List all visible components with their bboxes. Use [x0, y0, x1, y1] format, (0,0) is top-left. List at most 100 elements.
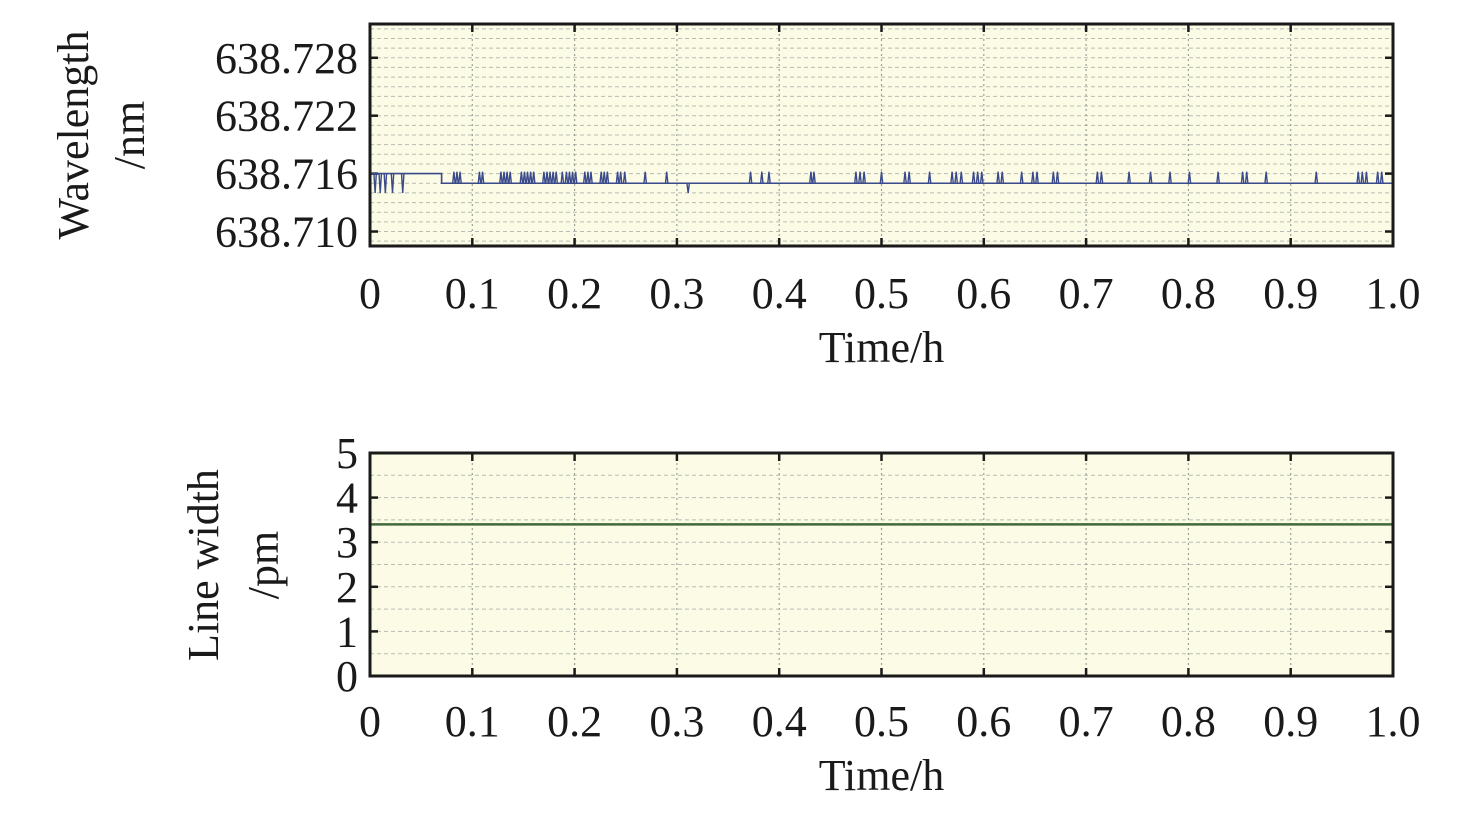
- y-tick-label: 0: [336, 652, 358, 701]
- spike-down: [400, 173, 405, 193]
- spike-up: [589, 171, 593, 184]
- spike-up: [1000, 171, 1005, 184]
- x-tick-label: 0.1: [445, 697, 500, 746]
- x-tick-label: 0.4: [752, 269, 807, 318]
- y-axis-title: /nm: [105, 101, 154, 169]
- spike-up: [858, 171, 862, 184]
- y-tick-label: 638.716: [215, 150, 358, 199]
- x-tick-label: 0: [359, 269, 381, 318]
- spike-up: [1095, 171, 1100, 184]
- y-tick-label: 5: [336, 429, 358, 478]
- spike-up: [1055, 171, 1060, 184]
- spike-down: [686, 183, 691, 193]
- x-tick-label: 1.0: [1366, 269, 1421, 318]
- x-axis-title: Time/h: [819, 323, 945, 372]
- y-axis-title: Line width: [179, 469, 228, 661]
- spike-up: [664, 171, 669, 184]
- spike-up: [1360, 171, 1365, 184]
- spike-up: [927, 171, 932, 184]
- spike-up: [502, 171, 506, 184]
- y-tick-label: 2: [336, 563, 358, 612]
- spike-up: [508, 171, 513, 184]
- spike-up: [1187, 171, 1192, 184]
- spike-up: [455, 171, 459, 184]
- spike-up: [573, 171, 578, 184]
- x-tick-label: 0.3: [649, 269, 704, 318]
- spike-up: [812, 171, 816, 184]
- spike-up: [548, 171, 552, 184]
- spike-up: [458, 171, 462, 184]
- spike-up: [480, 171, 485, 184]
- x-axis-title: Time/h: [819, 751, 945, 800]
- spike-up: [1375, 171, 1380, 184]
- series-line: [370, 172, 1393, 185]
- spike-up: [1099, 171, 1104, 184]
- spike-up: [959, 171, 964, 184]
- plot-frame: [368, 22, 1395, 248]
- spike-up: [618, 171, 623, 184]
- spike-up: [1035, 171, 1039, 184]
- spike-up: [975, 171, 980, 184]
- spike-up: [615, 171, 620, 184]
- spike-up: [809, 171, 813, 184]
- x-tick-label: 0.9: [1263, 269, 1318, 318]
- spike-up: [862, 171, 867, 184]
- y-axis-title: Wavelength: [49, 30, 98, 239]
- x-tick-label: 0.8: [1161, 269, 1216, 318]
- spike-up: [1019, 171, 1024, 184]
- spike-up: [1051, 171, 1056, 184]
- x-tick-label: 0.3: [649, 697, 704, 746]
- spike-up: [767, 171, 771, 184]
- x-tick-label: 1.0: [1366, 697, 1421, 746]
- spike-up: [1031, 171, 1035, 184]
- spike-up: [854, 171, 858, 184]
- y-tick-label: 3: [336, 518, 358, 567]
- x-tick-label: 0.8: [1161, 697, 1216, 746]
- spike-up: [1148, 171, 1153, 184]
- spike-up: [1216, 171, 1220, 184]
- x-tick-label: 0.5: [854, 697, 909, 746]
- spike-up: [971, 171, 976, 184]
- x-tick-label: 0: [359, 697, 381, 746]
- spike-up: [545, 171, 549, 184]
- spike-up: [570, 171, 575, 184]
- x-tick-label: 0.1: [445, 269, 500, 318]
- spike-up: [748, 171, 753, 184]
- spike-up: [1314, 171, 1319, 184]
- y-axis-title: /pm: [239, 531, 288, 599]
- spike-up: [528, 171, 533, 184]
- x-tick-label: 0.6: [956, 697, 1011, 746]
- spike-down: [378, 173, 383, 193]
- y-tick-label: 1: [336, 607, 358, 656]
- spike-down: [373, 173, 378, 193]
- spike-up: [1356, 171, 1361, 184]
- spike-up: [979, 171, 984, 184]
- spike-up: [903, 171, 907, 184]
- spike-up: [551, 171, 556, 184]
- spike-up: [599, 171, 604, 184]
- x-tick-label: 0.7: [1059, 697, 1114, 746]
- spike-down: [383, 173, 388, 193]
- spike-up: [1127, 171, 1131, 184]
- spike-up: [451, 171, 456, 184]
- spike-up: [1379, 171, 1384, 184]
- y-tick-label: 4: [336, 474, 358, 523]
- spike-up: [522, 171, 527, 184]
- spike-up: [622, 171, 627, 184]
- spike-down: [390, 173, 395, 193]
- spike-up: [950, 171, 954, 184]
- spike-up: [643, 171, 648, 184]
- x-tick-label: 0.2: [547, 697, 602, 746]
- spike-up: [1364, 171, 1369, 184]
- y-tick-label: 638.722: [215, 92, 358, 141]
- spike-up: [954, 171, 959, 184]
- spike-up: [505, 171, 509, 184]
- spike-up: [879, 171, 884, 184]
- spike-up: [531, 171, 536, 184]
- spike-up: [477, 171, 482, 184]
- spike-up: [907, 171, 912, 184]
- x-tick-label: 0.9: [1263, 697, 1318, 746]
- x-tick-label: 0.2: [547, 269, 602, 318]
- spike-up: [564, 171, 569, 184]
